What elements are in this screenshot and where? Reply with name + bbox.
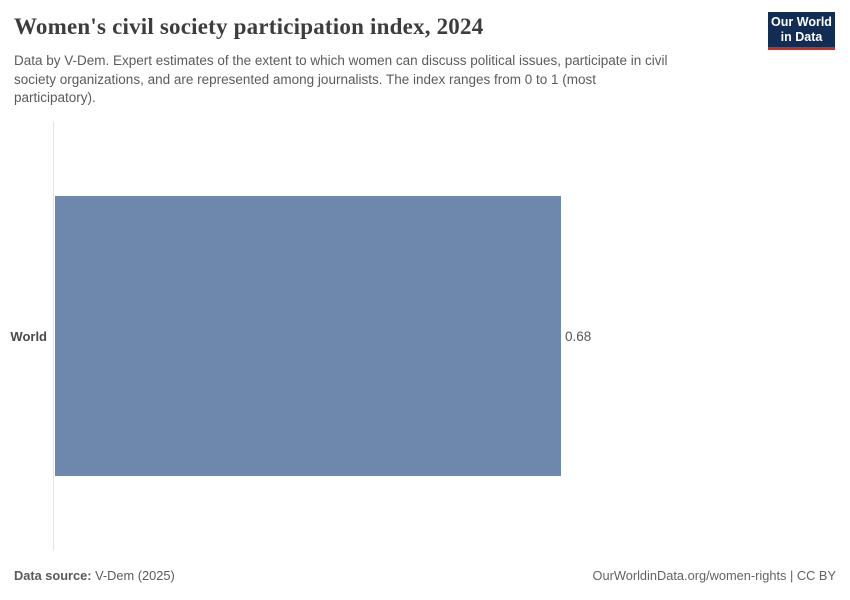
chart-title: Women's civil society participation inde… xyxy=(14,14,484,39)
y-axis-line xyxy=(52,122,54,550)
chart-subtitle-line: participatory). xyxy=(14,90,96,106)
chart-subtitle-line: society organizations, and are represent… xyxy=(14,71,597,87)
owid-logo-line2: in Data xyxy=(780,29,823,44)
chart-subtitle-line: Data by V-Dem. Expert estimates of the e… xyxy=(14,53,668,68)
entity-label-world: World xyxy=(10,329,47,344)
owid-logo-stripe xyxy=(768,46,835,50)
attribution-link[interactable]: OurWorldinData.org/women-rights | CC BY xyxy=(592,568,836,583)
owid-logo-line1: Our World xyxy=(771,14,832,29)
data-source-note: Data source: V-Dem (2025) xyxy=(14,568,175,583)
bar-world[interactable] xyxy=(54,196,561,476)
value-label-world: 0.68 xyxy=(565,329,592,344)
chart-subtitle: Data by V-Dem. Expert estimates of the e… xyxy=(14,52,668,108)
data-source-label: Data source: xyxy=(14,568,92,583)
data-source-value: V-Dem (2025) xyxy=(95,568,175,583)
owid-logo[interactable]: Our World in Data xyxy=(768,12,835,50)
